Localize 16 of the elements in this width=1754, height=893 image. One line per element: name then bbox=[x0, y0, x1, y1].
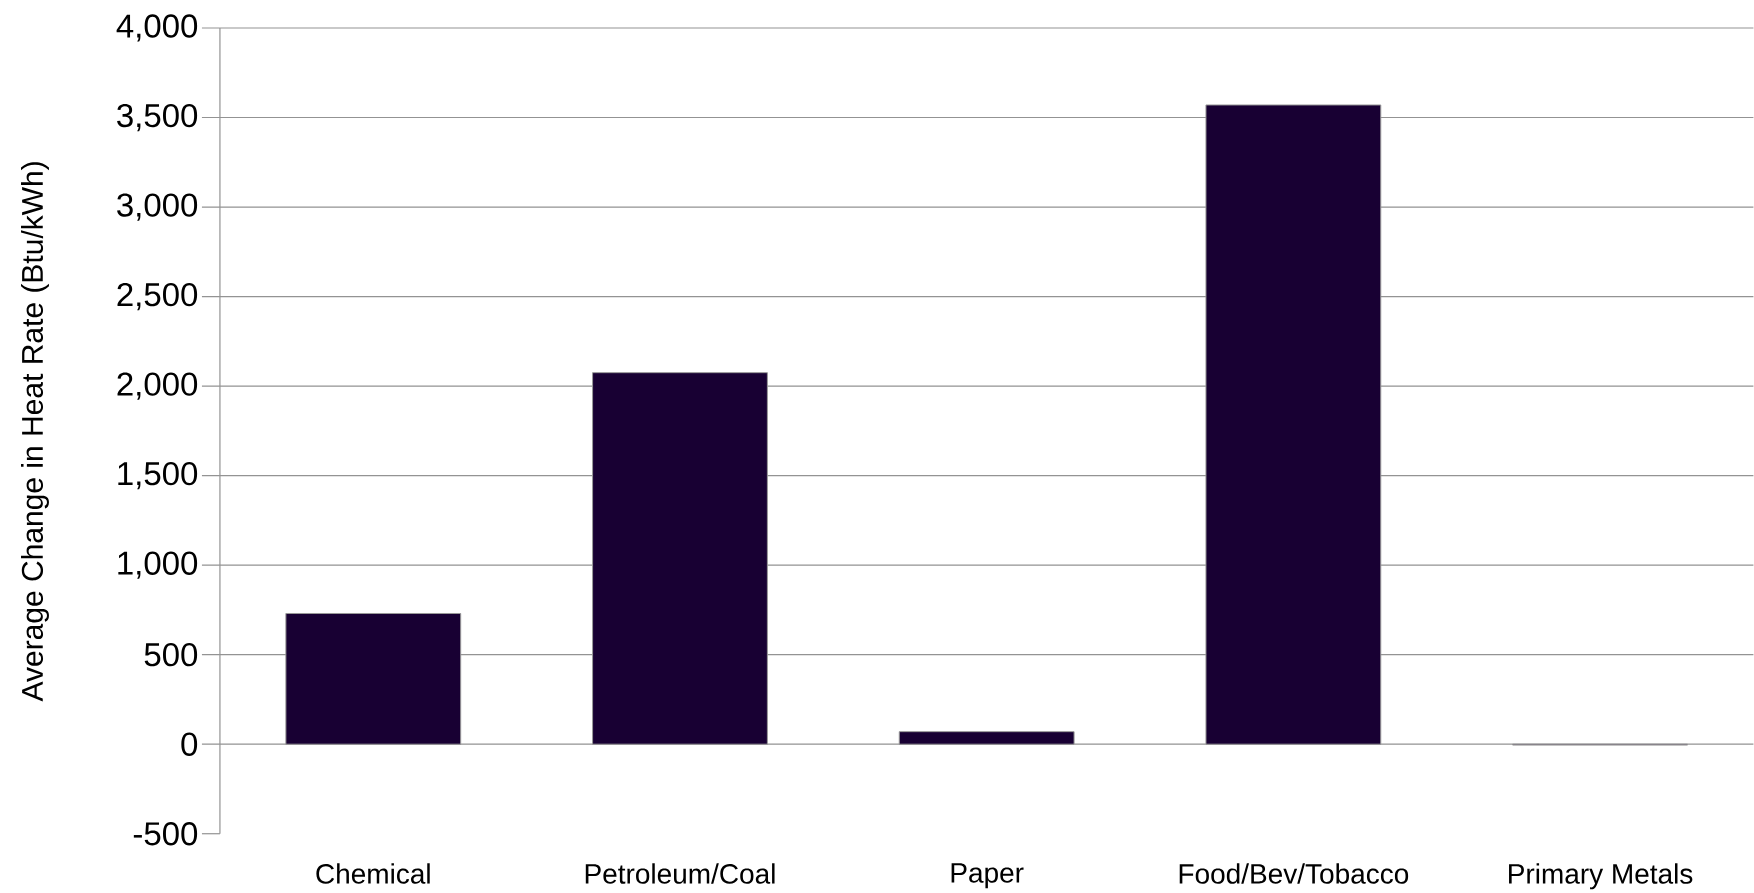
y-tick-label: 1,500 bbox=[118, 462, 198, 490]
y-tick-label: 500 bbox=[144, 643, 198, 667]
x-tick-label: Food/Bev/Tobacco bbox=[1179, 863, 1409, 884]
x-tick-label: Paper bbox=[951, 863, 1024, 889]
y-tick-label: 1,000 bbox=[118, 551, 198, 579]
y-tick-label: 0 bbox=[181, 732, 198, 757]
y-tick-label: 2,000 bbox=[117, 372, 198, 400]
y-tick-label: 4,000 bbox=[116, 14, 198, 42]
y-tick-label: 3,500 bbox=[117, 104, 198, 132]
x-tick-label: Chemical bbox=[316, 863, 430, 884]
y-axis-title: Average Change in Heat Rate (Btu/kWh) bbox=[21, 162, 49, 702]
x-tick-label: Primary Metals bbox=[1509, 863, 1693, 890]
y-tick-label: -500 bbox=[133, 822, 198, 846]
y-tick-label: 3,000 bbox=[117, 193, 198, 221]
x-tick-label: Petroleum/Coal bbox=[585, 863, 775, 884]
y-tick-label: 2,500 bbox=[117, 283, 198, 311]
